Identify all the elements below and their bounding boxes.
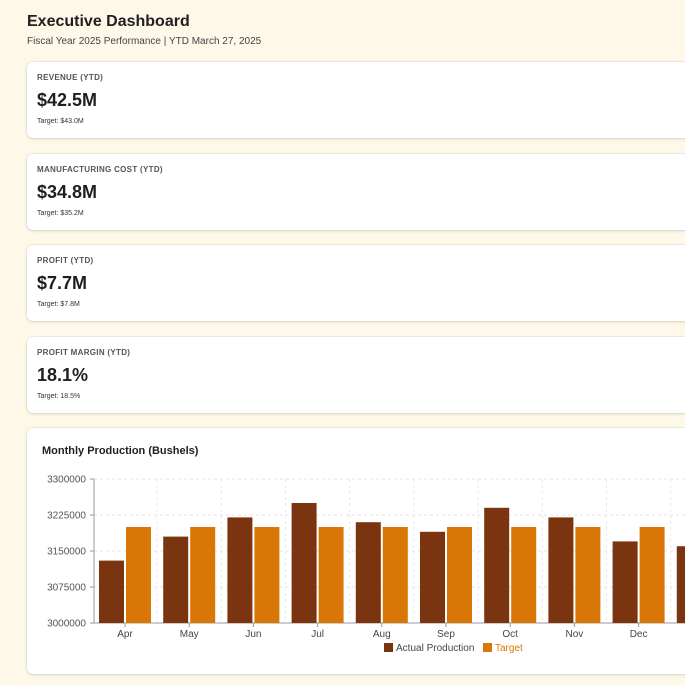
x-tick-label: Jun xyxy=(245,629,261,640)
bar-actual-production xyxy=(291,503,317,623)
x-tick-label: Aug xyxy=(373,629,391,640)
bar-target xyxy=(254,527,280,623)
kpi-target: Target: 18.5% xyxy=(37,393,81,400)
bar-actual-production xyxy=(99,560,124,623)
bar-target xyxy=(639,527,665,623)
bar-actual-production xyxy=(548,517,574,623)
page-title: Executive Dashboard xyxy=(27,13,190,30)
bar-target xyxy=(318,527,344,623)
x-tick-label: Dec xyxy=(630,629,648,640)
kpi-value: $7.7M xyxy=(37,273,88,293)
kpi-target: Target: $35.2M xyxy=(37,210,84,217)
legend-label-actual: Actual Production xyxy=(396,643,474,654)
x-tick-label: Oct xyxy=(502,629,518,640)
y-tick-label: 3150000 xyxy=(47,547,86,558)
bar-actual-production xyxy=(163,536,189,623)
bar-target xyxy=(511,527,537,623)
production-bar-chart: 3000000 3075000 3150000 3225000 3300000 Apr Ma… xyxy=(47,475,685,654)
kpi-card-revenue: REVENUE (YTD) $42.5M Target: $43.0M xyxy=(27,62,685,138)
production-chart-card: Monthly Production (Bushels) 3000000 3075… xyxy=(27,428,685,674)
y-tick-label: 3000000 xyxy=(47,619,86,630)
x-tick-label: May xyxy=(180,629,199,640)
bar-target xyxy=(447,527,472,623)
legend-swatch-target xyxy=(483,643,492,652)
bar-target xyxy=(190,527,216,623)
legend-label-target: Target xyxy=(495,643,523,654)
x-tick-label: Nov xyxy=(566,629,584,640)
bar-target xyxy=(575,527,601,623)
bar-actual-production xyxy=(355,522,381,623)
kpi-target: Target: $43.0M xyxy=(37,118,84,125)
dashboard-header: Executive Dashboard Fiscal Year 2025 Per… xyxy=(27,12,261,48)
y-tick-label: 3225000 xyxy=(47,511,86,522)
kpi-card-profit-margin: PROFIT MARGIN (YTD) 18.1% Target: 18.5% xyxy=(27,337,685,413)
kpi-card-manufacturing-cost: MANUFACTURING COST (YTD) $34.8M Target: … xyxy=(27,154,685,230)
kpi-value: $34.8M xyxy=(37,182,98,202)
bar-actual-production xyxy=(227,517,253,623)
kpi-label: PROFIT MARGIN (YTD) xyxy=(37,348,131,357)
kpi-label: REVENUE (YTD) xyxy=(37,73,104,82)
bar-actual-production xyxy=(484,507,510,623)
bar-target xyxy=(126,527,151,623)
legend-swatch-actual xyxy=(384,643,393,652)
page-subtitle: Fiscal Year 2025 Performance | YTD March… xyxy=(27,36,262,47)
bar-actual-production xyxy=(612,541,638,623)
kpi-target: Target: $7.8M xyxy=(37,301,80,308)
y-tick-label: 3300000 xyxy=(47,475,86,486)
bar-target xyxy=(382,527,408,623)
bar-actual-production xyxy=(676,546,685,623)
bar-actual-production xyxy=(420,531,445,623)
chart-title: Monthly Production (Bushels) xyxy=(42,445,199,457)
kpi-card-profit: PROFIT (YTD) $7.7M Target: $7.8M xyxy=(27,245,685,321)
x-tick-label: Apr xyxy=(117,629,133,640)
x-tick-label: Jul xyxy=(311,629,324,640)
kpi-label: MANUFACTURING COST (YTD) xyxy=(37,165,163,174)
kpi-value: 18.1% xyxy=(37,365,89,385)
y-tick-label: 3075000 xyxy=(47,583,86,594)
kpi-value: $42.5M xyxy=(37,90,98,110)
x-tick-label: Sep xyxy=(437,629,455,640)
kpi-label: PROFIT (YTD) xyxy=(37,256,94,265)
